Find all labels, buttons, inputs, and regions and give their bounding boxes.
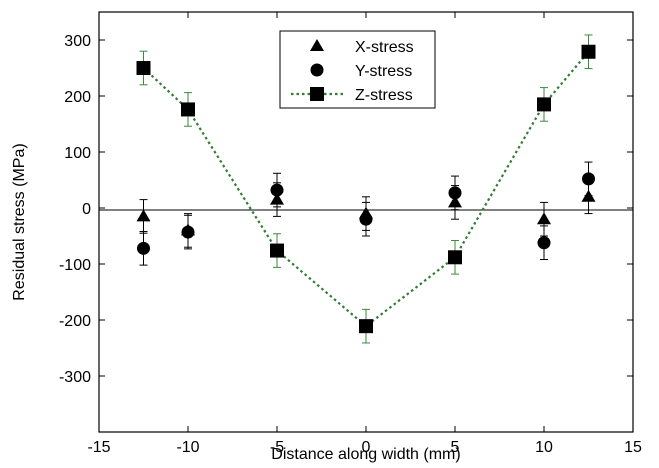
- z-stress-point: [359, 319, 373, 334]
- x-axis-title: Distance along width (mm): [271, 446, 460, 463]
- x-tick-label: -10: [176, 439, 199, 456]
- y-tick-label: 200: [64, 89, 91, 106]
- axis-ticks: -15 -10 -5 0 5 10 15 -300 -200 -100 0 100 200 300: [59, 12, 642, 456]
- x-stress-legend-marker: [310, 39, 324, 51]
- y-stress-point: [270, 183, 284, 197]
- y-stress-legend-label: Y-stress: [355, 63, 412, 80]
- x-tick-label: 0: [362, 439, 371, 456]
- legend-box: [279, 30, 436, 109]
- y-tick-label: 0: [82, 201, 91, 218]
- y-stress-point: [537, 236, 551, 250]
- z-stress-point: [581, 44, 596, 59]
- z-stress-point: [136, 61, 151, 75]
- z-stress-legend-label: Z-stress: [355, 87, 413, 104]
- x-stress-legend-label: X-stress: [355, 39, 414, 56]
- legend: X-stress Y-stress Z-stress: [279, 30, 436, 109]
- y-tick-label: -200: [59, 313, 91, 330]
- z-stress-legend-marker: [310, 87, 324, 101]
- y-tick-label: -300: [59, 369, 91, 386]
- y-stress-legend-marker: [310, 63, 324, 77]
- x-stress-point: [537, 212, 551, 225]
- y-tick-label: 300: [64, 33, 91, 50]
- markers-layer: [136, 44, 596, 334]
- x-stress-point: [270, 192, 284, 205]
- y-stress-point: [137, 241, 150, 255]
- x-stress-point: [448, 195, 462, 208]
- z-stress-point: [181, 102, 195, 117]
- y-tick-label: -100: [59, 257, 91, 274]
- y-tick-label: 100: [64, 145, 91, 162]
- y-axis-title: Residual stress (MPa): [11, 143, 28, 300]
- y-stress-point: [181, 225, 195, 239]
- z-stress-point: [448, 250, 462, 265]
- x-stress-point: [581, 189, 596, 202]
- x-stress-point: [136, 209, 151, 222]
- x-tick-label: 15: [624, 439, 642, 456]
- y-stress-point: [582, 172, 595, 186]
- x-tick-label: -5: [270, 439, 284, 456]
- x-tick-label: 5: [451, 439, 460, 456]
- z-stress-point: [270, 243, 284, 258]
- z-stress-point: [537, 97, 551, 112]
- y-stress-point: [448, 186, 462, 200]
- legend-items: X-stress Y-stress Z-stress: [291, 39, 414, 104]
- x-tick-label: -15: [87, 439, 110, 456]
- x-tick-label: 10: [535, 439, 553, 456]
- y-stress-point: [359, 212, 373, 226]
